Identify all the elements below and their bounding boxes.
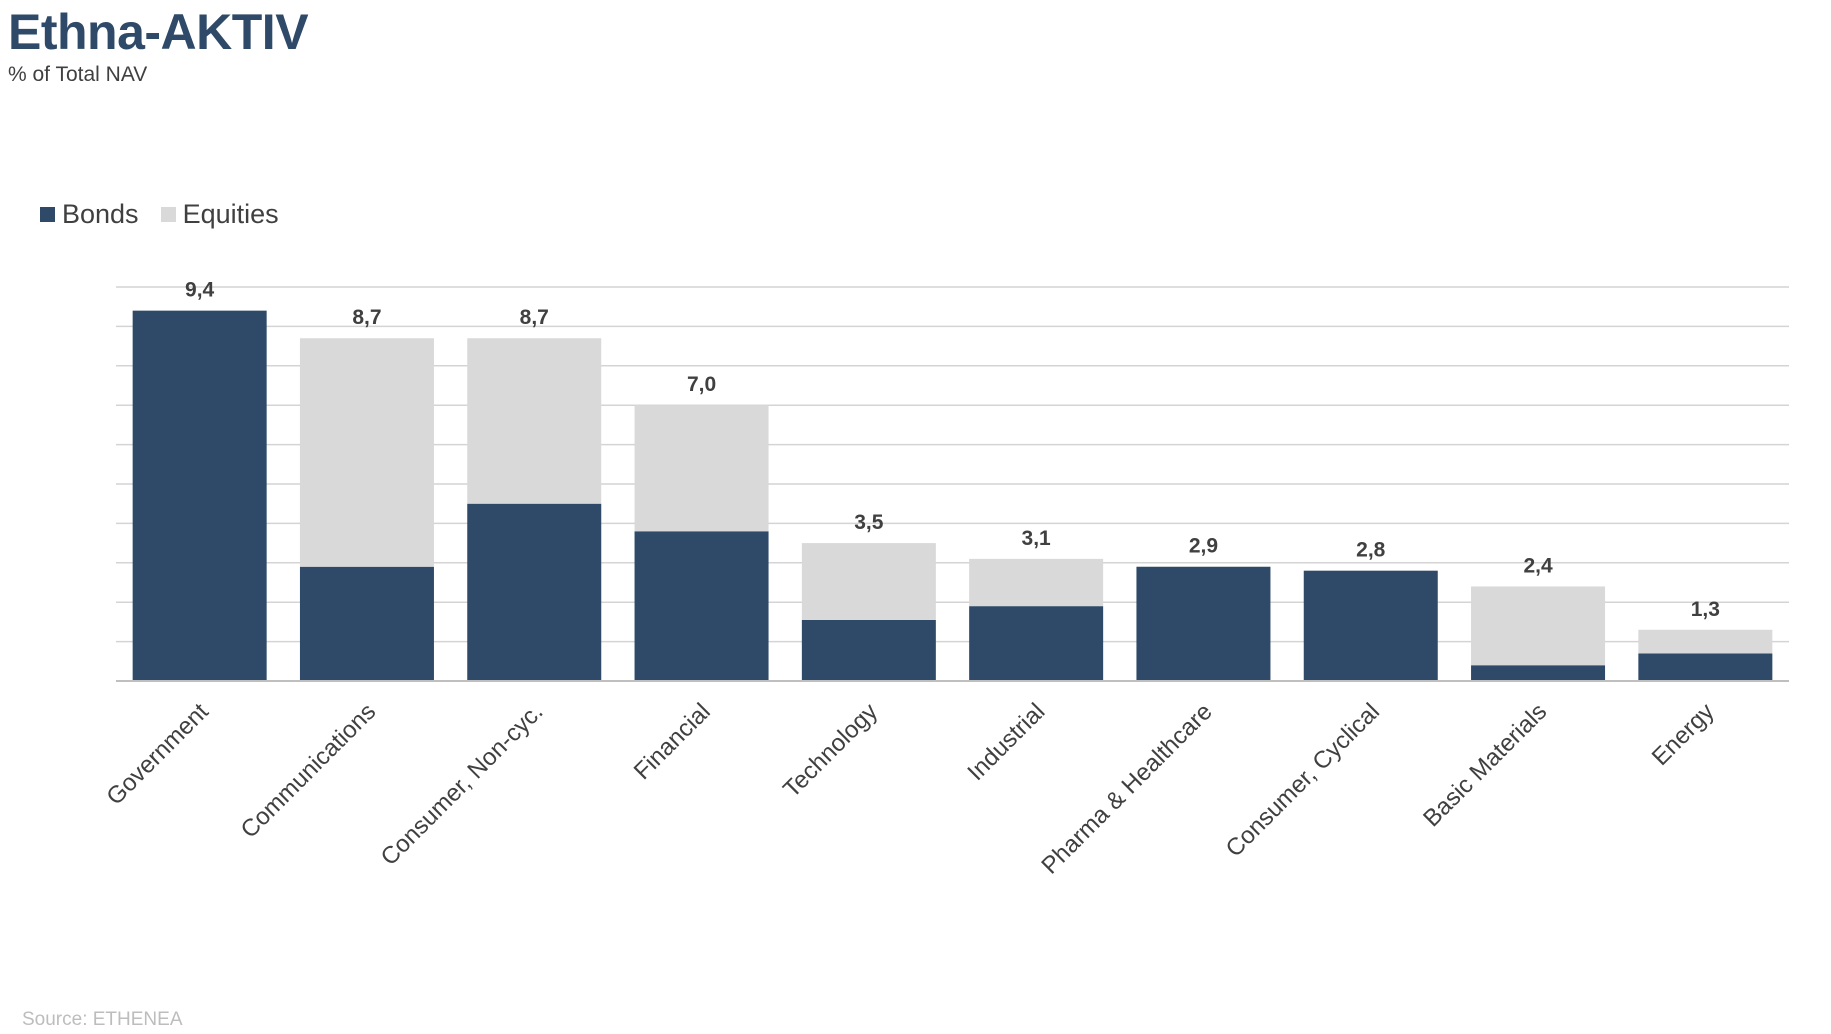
bar-bonds	[299, 566, 434, 681]
bar-bonds	[1638, 653, 1773, 681]
source-note: Source: ETHENEA	[22, 1009, 183, 1030]
legend-swatch-bonds	[40, 206, 55, 222]
bar-bonds	[132, 310, 267, 681]
bar-equities	[467, 338, 602, 504]
bar-bonds	[801, 619, 936, 681]
x-tick-label: Energy	[1647, 698, 1720, 771]
x-tick-label: Government	[101, 698, 214, 811]
total-label: 2,8	[1356, 539, 1386, 562]
bar-equities	[634, 405, 769, 532]
bar-bonds	[1471, 665, 1606, 681]
bar-bonds	[1136, 566, 1271, 681]
total-label: 3,5	[854, 511, 884, 534]
total-label: 2,4	[1523, 554, 1553, 577]
bar-equities	[1471, 586, 1606, 666]
total-label: 9,4	[185, 279, 215, 302]
data-labels: 9,4 8,7 8,7 7,0 3,5 3,1 2,9 2,8 2,4 1,3	[185, 279, 1720, 621]
bar-bonds	[969, 606, 1104, 681]
legend-item-equities: Equities	[160, 197, 279, 231]
bar-equities	[299, 338, 434, 567]
chart-title: Ethna-AKTIV	[8, 4, 309, 60]
bar-bonds	[634, 531, 769, 681]
x-tick-label: Pharma & Healthcare	[1036, 698, 1217, 879]
x-tick-label: Financial	[629, 698, 716, 785]
total-label: 2,9	[1189, 535, 1218, 558]
legend-item-bonds: Bonds	[40, 197, 139, 231]
chart-subtitle: % of Total NAV	[8, 63, 148, 86]
legend-label-bonds: Bonds	[62, 199, 139, 229]
bars	[132, 310, 1773, 681]
x-tick-label: Basic Materials	[1418, 698, 1552, 832]
bar-equities	[1638, 629, 1773, 654]
x-tick-label: Industrial	[962, 698, 1050, 786]
total-label: 3,1	[1022, 527, 1052, 550]
x-tick-label: Communications	[236, 698, 381, 843]
x-tick-label: Technology	[778, 698, 883, 803]
x-tick-label: Consumer, Non-cyc.	[376, 698, 549, 871]
x-tick-label: Consumer, Cyclical	[1221, 698, 1385, 862]
bar-equities	[801, 543, 936, 620]
total-label: 8,7	[520, 306, 549, 329]
bar-bonds	[467, 503, 602, 681]
total-label: 1,3	[1691, 598, 1720, 621]
legend-swatch-equities	[160, 206, 176, 222]
chart-legend: Bonds Equities	[40, 197, 301, 231]
bar-equities	[969, 558, 1104, 607]
total-label: 8,7	[352, 306, 381, 329]
bar-bonds	[1303, 570, 1438, 681]
total-label: 7,0	[687, 373, 716, 396]
legend-label-equities: Equities	[182, 199, 279, 229]
